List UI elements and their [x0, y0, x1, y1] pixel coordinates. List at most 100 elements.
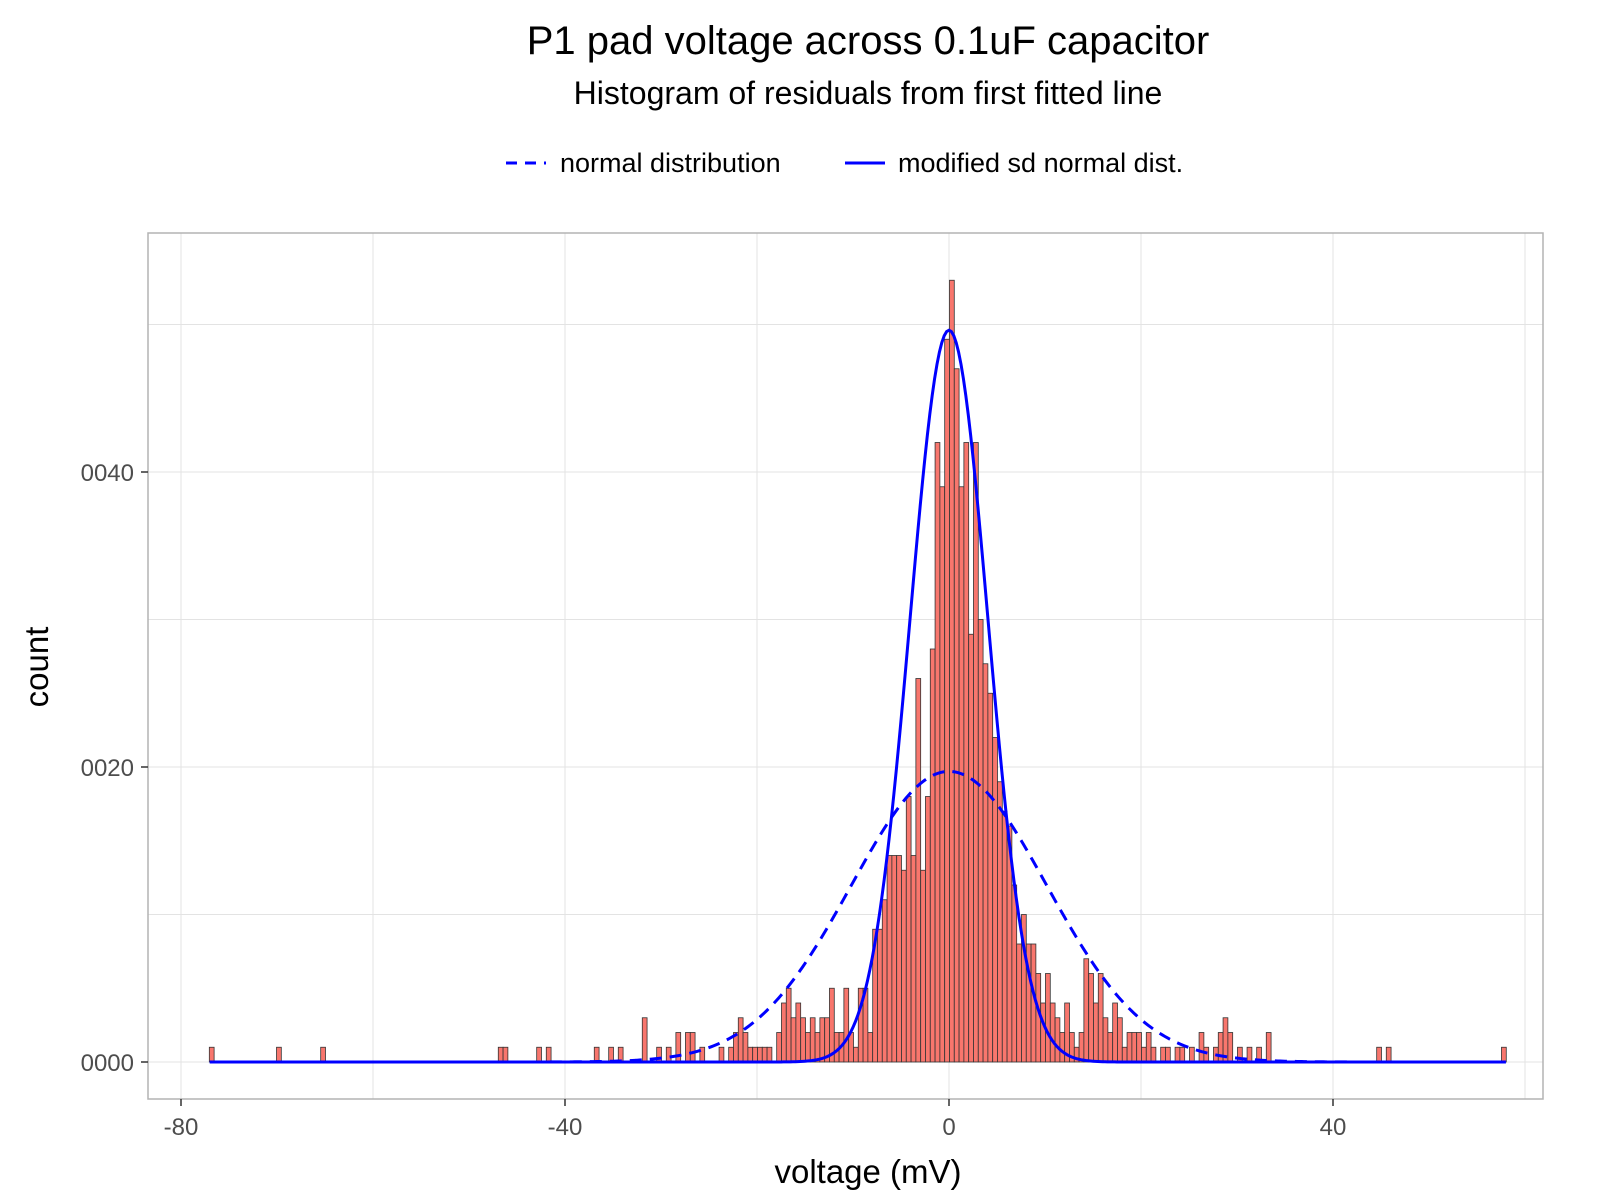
histogram-bar — [1131, 1032, 1138, 1063]
legend-label-normal: normal distribution — [560, 148, 781, 178]
histogram-bar — [675, 1032, 682, 1063]
x-tick-label: -40 — [548, 1114, 583, 1141]
histogram-bar — [1203, 1046, 1210, 1063]
histogram-bar — [1011, 884, 1018, 1063]
histogram-bar — [934, 442, 941, 1063]
histogram-bar — [1078, 1032, 1085, 1063]
histogram-bar — [1376, 1046, 1382, 1063]
histogram-bar — [1246, 1046, 1253, 1063]
histogram-bar — [1112, 1002, 1118, 1063]
y-tick-label: 0020 — [81, 755, 134, 782]
histogram-bar — [1107, 1032, 1114, 1063]
histogram-bar — [641, 1017, 648, 1063]
histogram-bar — [1385, 1046, 1392, 1063]
histogram-bar — [997, 781, 1003, 1063]
histogram-bar — [1165, 1046, 1171, 1063]
histogram-bars — [208, 279, 1507, 1063]
x-tick-label: -80 — [164, 1114, 199, 1141]
histogram-bar — [1049, 1002, 1056, 1063]
histogram-bar — [867, 1032, 874, 1063]
histogram-bar — [1045, 973, 1051, 1063]
histogram-bar — [1097, 973, 1104, 1063]
axis-ticks: -80 -40 0 40 0000 0020 0040 — [81, 460, 1347, 1141]
histogram-bar — [737, 1017, 744, 1063]
grid-lines — [148, 233, 1543, 1099]
histogram-bar — [1102, 1017, 1109, 1063]
legend-label-modified: modified sd normal dist. — [898, 148, 1183, 178]
histogram-bar — [929, 648, 936, 1063]
histogram-bar — [1088, 973, 1094, 1063]
histogram-bar — [1136, 1032, 1142, 1063]
histogram-bar — [939, 486, 946, 1063]
histogram-bar — [949, 279, 955, 1063]
histogram-bar — [1150, 1046, 1157, 1063]
chart-subtitle: Histogram of residuals from first fitted… — [574, 75, 1163, 111]
histogram-bar — [809, 1017, 816, 1063]
histogram-bar — [925, 796, 931, 1063]
histogram-bar — [208, 1046, 215, 1063]
histogram-bar — [905, 796, 912, 1063]
histogram-bar — [497, 1046, 504, 1063]
histogram-bar — [1001, 810, 1008, 1063]
histogram-bar — [829, 987, 835, 1063]
histogram-bar — [877, 928, 883, 1063]
histogram-bar — [1054, 1017, 1061, 1063]
histogram-bar — [776, 1032, 782, 1063]
chart-title: P1 pad voltage across 0.1uF capacitor — [527, 19, 1210, 63]
x-tick-label: 40 — [1320, 1114, 1347, 1141]
histogram-bar — [689, 1032, 696, 1063]
histogram-bar — [1179, 1046, 1186, 1063]
histogram-bar — [747, 1046, 754, 1063]
histogram-bar — [1141, 1046, 1147, 1063]
histogram-bar — [757, 1046, 763, 1063]
histogram-bar — [1126, 1032, 1133, 1063]
y-tick-label: 0040 — [81, 460, 134, 487]
legend: normal distribution modified sd normal d… — [506, 148, 1183, 178]
histogram-bar — [781, 1002, 787, 1063]
histogram-bar — [968, 633, 974, 1063]
histogram-bar — [977, 619, 984, 1063]
panel-border — [147, 232, 1544, 1100]
density-curves — [209, 328, 1506, 1064]
histogram-bar — [800, 1017, 806, 1063]
histogram-bar — [665, 1046, 672, 1063]
histogram-bar — [1227, 1032, 1234, 1063]
histogram-bar — [685, 1032, 691, 1063]
histogram-bar — [545, 1046, 552, 1063]
histogram-bar — [728, 1046, 734, 1063]
histogram-bar — [761, 1046, 768, 1063]
histogram-bar — [910, 855, 917, 1063]
histogram-bar — [795, 1002, 802, 1063]
histogram-bar — [819, 1017, 826, 1063]
histogram-bar — [1083, 958, 1090, 1063]
histogram-bar — [987, 692, 994, 1063]
histogram-bar — [1059, 1032, 1066, 1063]
histogram-bar — [901, 869, 907, 1063]
histogram-bar — [276, 1046, 282, 1063]
histogram-bar — [982, 663, 989, 1063]
histogram-bar — [1174, 1046, 1181, 1063]
histogram-bar — [1040, 1002, 1046, 1063]
y-tick-label: 0000 — [81, 1050, 134, 1077]
histogram-bar — [1145, 1032, 1152, 1063]
histogram-bar — [973, 442, 979, 1063]
histogram-bar — [963, 442, 970, 1063]
histogram-bar — [1121, 1046, 1128, 1063]
histogram-bar — [785, 987, 792, 1063]
y-axis-title: count — [18, 627, 55, 708]
histogram-bar — [1160, 1046, 1166, 1063]
histogram-bar — [1016, 943, 1022, 1063]
histogram-bar — [891, 855, 898, 1063]
histogram-bar — [1189, 1046, 1195, 1063]
histogram-bar — [992, 737, 998, 1063]
histogram-bar — [752, 1046, 758, 1063]
histogram-bar — [593, 1046, 600, 1063]
histogram-bar — [1198, 1032, 1205, 1063]
histogram-bar — [944, 338, 950, 1063]
histogram-bar — [814, 1032, 821, 1063]
histogram-bar — [502, 1046, 509, 1063]
histogram-bar — [915, 678, 922, 1063]
histogram-bar — [1265, 1032, 1272, 1063]
histogram-bar — [790, 1017, 797, 1063]
